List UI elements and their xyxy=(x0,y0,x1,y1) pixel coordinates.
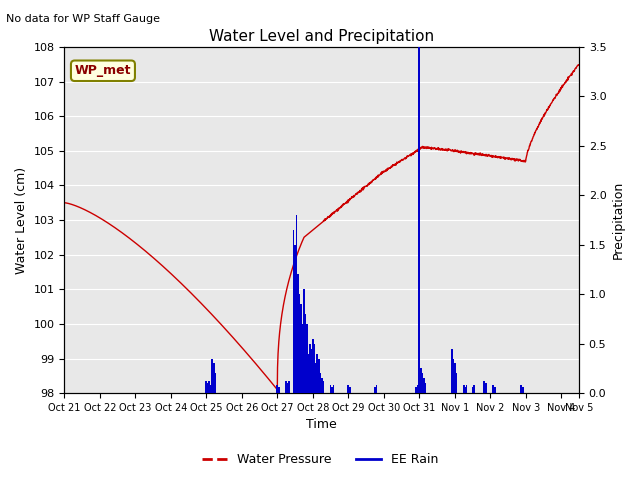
Bar xyxy=(330,385,332,393)
Bar xyxy=(472,387,474,393)
Bar xyxy=(207,383,209,393)
Bar xyxy=(312,339,314,393)
Bar xyxy=(417,385,419,393)
Bar xyxy=(419,47,420,393)
Bar xyxy=(297,275,299,393)
Bar xyxy=(415,387,417,393)
Bar xyxy=(348,385,349,393)
Bar xyxy=(306,324,308,393)
Bar xyxy=(300,304,302,393)
Bar xyxy=(420,368,422,393)
Bar xyxy=(321,378,323,393)
Bar xyxy=(485,383,486,393)
Bar xyxy=(210,385,212,393)
Bar xyxy=(466,385,467,393)
Bar xyxy=(287,383,289,393)
Bar xyxy=(213,363,214,393)
Bar xyxy=(492,385,494,393)
Legend: Water Pressure, EE Rain: Water Pressure, EE Rain xyxy=(196,448,444,471)
Bar xyxy=(424,383,426,393)
Bar xyxy=(301,324,303,393)
Bar xyxy=(318,359,319,393)
Bar xyxy=(314,344,315,393)
Bar xyxy=(305,314,307,393)
Bar xyxy=(205,381,207,393)
Bar xyxy=(463,385,465,393)
Bar xyxy=(211,359,213,393)
Bar xyxy=(310,348,312,393)
Bar xyxy=(374,387,376,393)
Bar xyxy=(303,289,305,393)
Bar xyxy=(522,387,524,393)
Bar xyxy=(520,385,522,393)
Bar xyxy=(483,381,485,393)
Bar xyxy=(452,359,454,393)
Bar xyxy=(307,354,309,393)
Bar xyxy=(473,385,475,393)
Bar xyxy=(423,378,424,393)
Bar xyxy=(451,348,452,393)
Bar xyxy=(464,387,466,393)
Bar xyxy=(209,381,210,393)
Bar xyxy=(299,294,300,393)
Bar xyxy=(454,363,456,393)
Text: WP_met: WP_met xyxy=(75,64,131,77)
Bar xyxy=(214,373,216,393)
Bar xyxy=(455,373,457,393)
Bar xyxy=(323,381,324,393)
Bar xyxy=(285,381,287,393)
Bar xyxy=(319,373,321,393)
Bar xyxy=(278,387,280,393)
Bar xyxy=(316,354,318,393)
Bar xyxy=(292,230,294,393)
Text: No data for WP Staff Gauge: No data for WP Staff Gauge xyxy=(6,14,161,24)
Y-axis label: Water Level (cm): Water Level (cm) xyxy=(15,167,28,274)
Bar xyxy=(421,373,423,393)
Bar xyxy=(376,385,378,393)
Y-axis label: Precipitation: Precipitation xyxy=(612,181,625,259)
Bar xyxy=(315,363,317,393)
Bar xyxy=(333,385,335,393)
Bar xyxy=(294,245,296,393)
Bar xyxy=(296,215,298,393)
X-axis label: Time: Time xyxy=(307,419,337,432)
Bar xyxy=(349,387,351,393)
Title: Water Level and Precipitation: Water Level and Precipitation xyxy=(209,29,435,44)
Bar xyxy=(288,381,290,393)
Bar xyxy=(309,344,311,393)
Bar xyxy=(494,387,495,393)
Bar xyxy=(276,385,278,393)
Bar xyxy=(331,387,333,393)
